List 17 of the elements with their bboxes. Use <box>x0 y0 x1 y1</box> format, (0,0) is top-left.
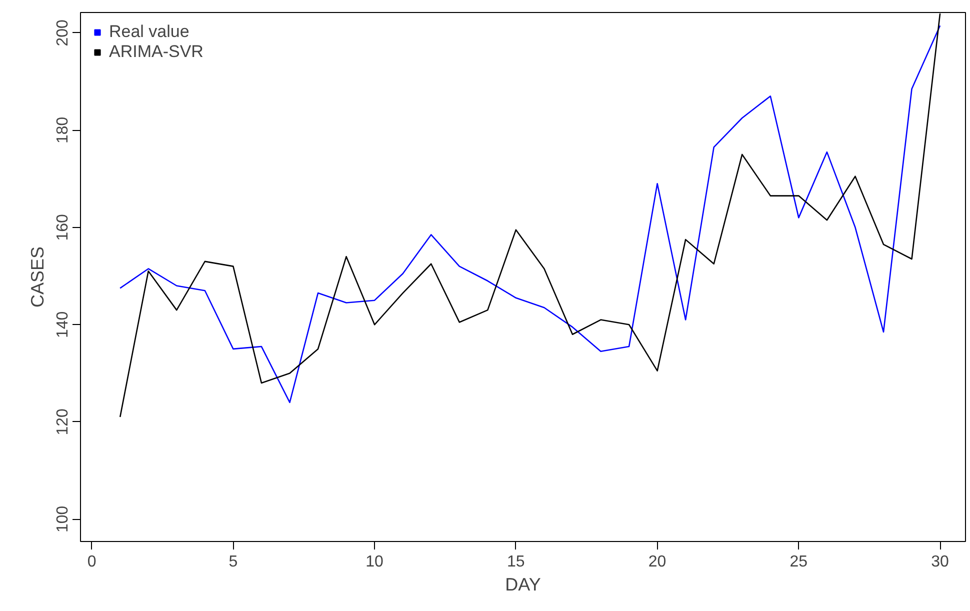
x-axis-title: DAY <box>505 574 541 594</box>
x-tick-label: 15 <box>507 554 525 570</box>
x-tick-label: 5 <box>228 554 238 570</box>
y-tick-label: 160 <box>54 214 72 241</box>
legend-label: Real value <box>109 22 190 42</box>
y-tick-label: 100 <box>54 506 72 532</box>
legend-label: ARIMA-SVR <box>109 42 204 62</box>
x-tick-label: 25 <box>790 554 808 570</box>
y-tick-label: 120 <box>54 408 72 436</box>
x-tick-label: 20 <box>648 554 666 570</box>
x-tick-label: 10 <box>366 554 384 570</box>
x-tick-label: 0 <box>87 554 96 570</box>
x-tick-label: 30 <box>931 554 950 570</box>
y-tick-label: 180 <box>54 116 72 144</box>
y-axis-title: CASES <box>28 246 48 308</box>
y-tick-label: 200 <box>54 19 72 46</box>
y-tick-label: 140 <box>54 311 72 338</box>
